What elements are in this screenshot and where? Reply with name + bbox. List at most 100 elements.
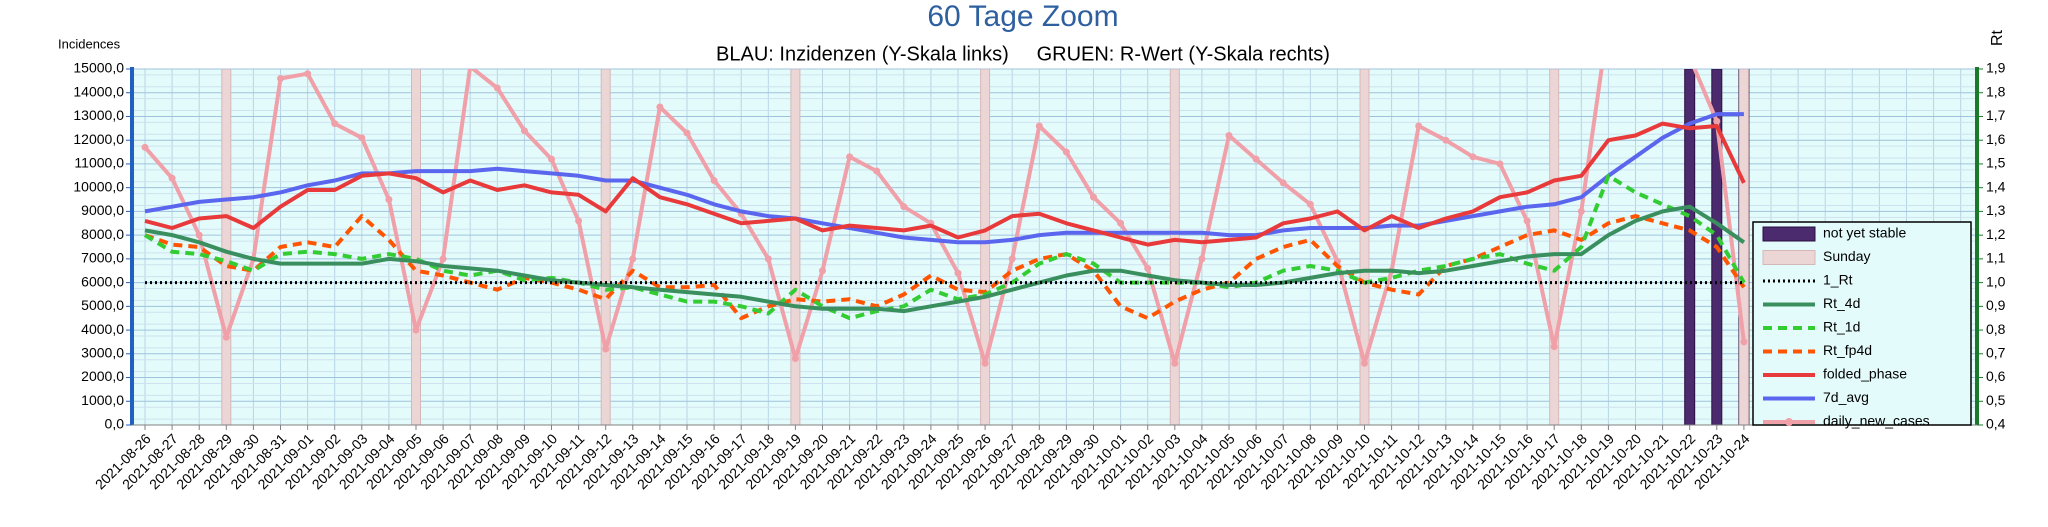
point: [467, 69, 473, 71]
point: [1144, 264, 1152, 272]
point: [1740, 338, 1748, 346]
series-line: [144, 121, 1746, 247]
y2-tick-label: 1,3: [1986, 202, 2006, 218]
y2-tick-label: 1,4: [1986, 178, 2006, 194]
point: [548, 155, 555, 163]
point: [656, 103, 664, 111]
y2-tick-label: 0,9: [1986, 297, 2006, 313]
legend-label: 7d_avg: [1823, 389, 1869, 405]
point: [1361, 359, 1368, 367]
y-tick-label: 8000,0: [81, 226, 124, 242]
y2-tick-label: 1,6: [1986, 131, 2006, 147]
point: [1171, 359, 1179, 367]
point: [954, 269, 962, 277]
point: [981, 359, 989, 367]
point: [195, 231, 203, 239]
point: [602, 345, 610, 353]
y-axis-label: Incidences: [58, 36, 121, 51]
point: [439, 255, 447, 263]
point: [683, 129, 691, 137]
point: [764, 255, 772, 263]
point: [493, 84, 501, 92]
highlight-bar: [1738, 69, 1749, 425]
y2-tick-label: 1,5: [1986, 155, 2006, 171]
chart-subtitle: BLAU: Inzidenzen (Y-Skala links) GRUEN: …: [716, 43, 1330, 65]
point: [1469, 153, 1477, 161]
point: [1252, 155, 1260, 163]
highlight-bar: [790, 69, 801, 425]
y-tick-label: 9000,0: [81, 202, 124, 218]
point: [1659, 0, 1666, 1]
y2-tick-label: 0,6: [1986, 368, 2006, 384]
y2-tick-label: 1,0: [1986, 273, 2006, 289]
y2-tick-label: 1,9: [1986, 60, 2006, 76]
highlight-bar: [600, 69, 611, 425]
point: [900, 203, 908, 211]
legend-label: daily_new_cases: [1823, 413, 1930, 429]
y-tick-label: 14000,0: [73, 83, 124, 99]
point: [1523, 217, 1531, 225]
point: [873, 167, 881, 175]
point: [1442, 136, 1450, 144]
point: [1117, 219, 1125, 227]
series-line: [143, 69, 1746, 366]
legend-label: Rt_4d: [1823, 295, 1860, 311]
legend-label: not yet stable: [1823, 225, 1906, 241]
point: [846, 153, 854, 161]
point: [1496, 160, 1504, 168]
y-tick-label: 12000,0: [73, 131, 124, 147]
y-tick-label: 2000,0: [81, 368, 124, 384]
y-tick-label: 1000,0: [81, 392, 124, 408]
point: [791, 355, 799, 363]
legend-swatch: [1762, 250, 1816, 265]
point: [575, 217, 583, 225]
point: [1605, 18, 1612, 25]
highlight-bar: [1169, 69, 1180, 425]
highlight-bar: [980, 69, 991, 425]
y-tick-label: 15000,0: [73, 60, 124, 76]
highlight-bar: [1549, 69, 1560, 425]
series-line: [144, 112, 1744, 245]
y2-tick-label: 0,8: [1986, 321, 2006, 337]
legend-label: Rt_1d: [1823, 319, 1860, 335]
y2-tick-label: 1,8: [1986, 83, 2006, 99]
y2-tick-label: 0,5: [1986, 392, 2006, 408]
point: [1713, 117, 1721, 125]
y2-tick-label: 1,1: [1986, 250, 2006, 266]
series-line: [143, 173, 1746, 321]
highlight-bar: [1684, 69, 1696, 425]
point: [1035, 122, 1043, 130]
legend-swatch: [1762, 226, 1816, 242]
point: [331, 120, 339, 128]
legend-label: Sunday: [1823, 248, 1870, 264]
point: [277, 74, 284, 82]
point: [412, 326, 420, 334]
point: [1062, 148, 1070, 156]
y-tick-label: 6000,0: [81, 273, 124, 289]
point: [1686, 54, 1693, 61]
y-tick-label: 7000,0: [81, 250, 124, 266]
point: [1008, 255, 1016, 263]
y-tick-label: 0,0: [105, 416, 125, 432]
point: [1550, 343, 1558, 351]
point: [1577, 207, 1585, 215]
legend-label: Rt_fp4d: [1823, 342, 1872, 358]
point: [168, 174, 176, 182]
plot-background: [132, 69, 1977, 425]
y-tick-label: 5000,0: [81, 297, 124, 313]
series-line: [144, 204, 1746, 314]
legend-marker: [1785, 418, 1793, 426]
point: [1279, 179, 1287, 187]
chart-title: 60 Tage Zoom: [927, 0, 1118, 33]
y2-tick-label: 0,4: [1986, 416, 2006, 432]
point: [819, 267, 826, 275]
y-tick-label: 13000,0: [73, 107, 124, 123]
series-line: [144, 214, 1746, 321]
point: [222, 333, 230, 341]
point: [710, 177, 718, 185]
point: [1090, 193, 1097, 201]
point: [1306, 200, 1314, 208]
highlight-bar: [221, 69, 232, 425]
